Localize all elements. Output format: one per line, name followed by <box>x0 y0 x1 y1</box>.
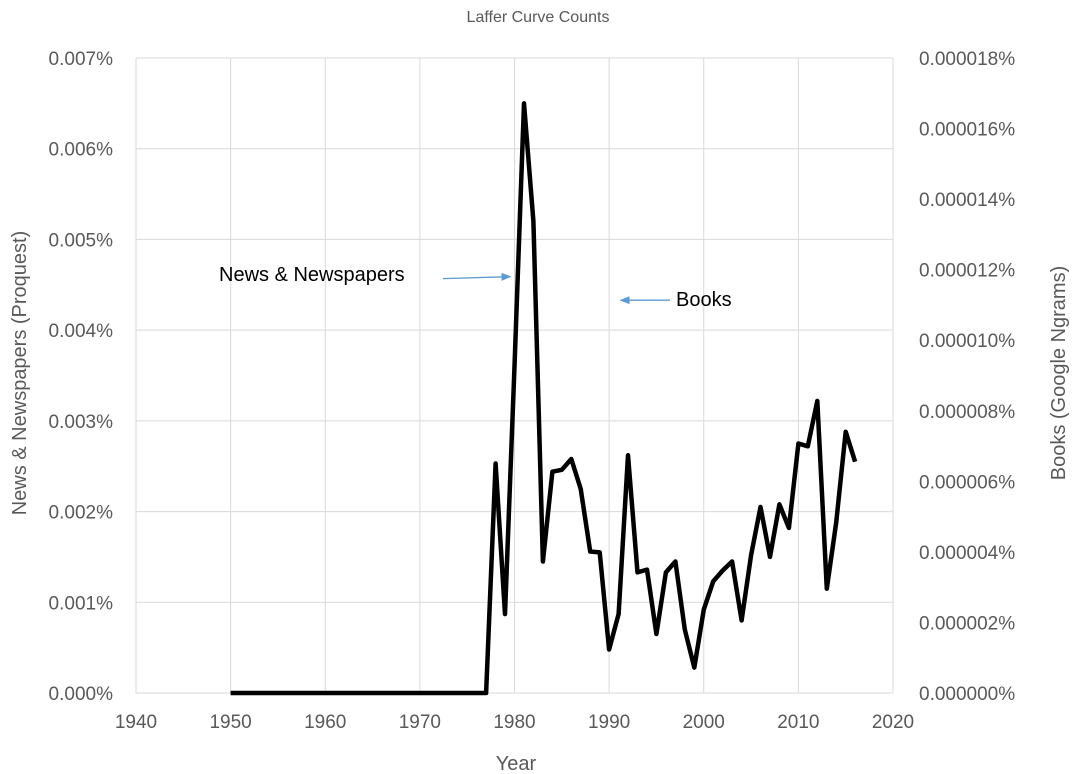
right-tick-label: 0.000010% <box>919 331 1015 352</box>
x-tick-label: 1970 <box>399 712 441 733</box>
x-axis-ticks: 1940 1950 1960 1970 1980 1990 2000 2010 2020 <box>115 712 914 733</box>
news-annotation-arrow <box>442 272 512 281</box>
x-tick-label: 1980 <box>493 712 535 733</box>
right-tick-label: 0.000006% <box>919 472 1015 493</box>
left-tick-label: 0.003% <box>49 412 114 433</box>
right-tick-label: 0.000004% <box>919 543 1015 564</box>
left-tick-label: 0.007% <box>49 49 114 70</box>
left-axis-ticks: 0.000% 0.001% 0.002% 0.003% 0.004% 0.005% 0.00… <box>49 49 114 705</box>
x-tick-label: 2020 <box>872 712 914 733</box>
books-annotation-label: Books <box>676 289 732 311</box>
left-tick-label: 0.006% <box>49 140 114 161</box>
right-axis-ticks: 0.000000% 0.000002% 0.000004% 0.000006% 0.00… <box>919 49 1015 705</box>
right-tick-label: 0.000018% <box>919 49 1015 70</box>
x-tick-label: 1990 <box>588 712 630 733</box>
x-tick-label: 2010 <box>777 712 819 733</box>
chart-title: Laffer Curve Counts <box>467 9 610 26</box>
x-tick-label: 2000 <box>683 712 725 733</box>
right-tick-label: 0.000002% <box>919 613 1015 634</box>
left-tick-label: 0.004% <box>49 321 114 342</box>
right-tick-label: 0.000012% <box>919 261 1015 282</box>
right-tick-label: 0.000000% <box>919 684 1015 705</box>
right-tick-label: 0.000014% <box>919 190 1015 211</box>
x-tick-label: 1950 <box>209 712 251 733</box>
left-tick-label: 0.001% <box>49 593 114 614</box>
x-tick-label: 1940 <box>115 712 157 733</box>
left-tick-label: 0.005% <box>49 230 114 251</box>
x-tick-label: 1960 <box>304 712 346 733</box>
right-tick-label: 0.000008% <box>919 402 1015 423</box>
right-tick-label: 0.000016% <box>919 120 1015 141</box>
left-tick-label: 0.002% <box>49 503 114 524</box>
news-series-line <box>230 101 858 696</box>
left-tick-label: 0.000% <box>49 684 114 705</box>
news-annotation-label: News & Newspapers <box>219 264 405 286</box>
right-axis-title: Books (Google Ngrams) <box>1048 266 1070 481</box>
left-axis-title: News & Newspapers (Proquest) <box>9 231 31 516</box>
x-axis-title: Year <box>496 753 537 774</box>
